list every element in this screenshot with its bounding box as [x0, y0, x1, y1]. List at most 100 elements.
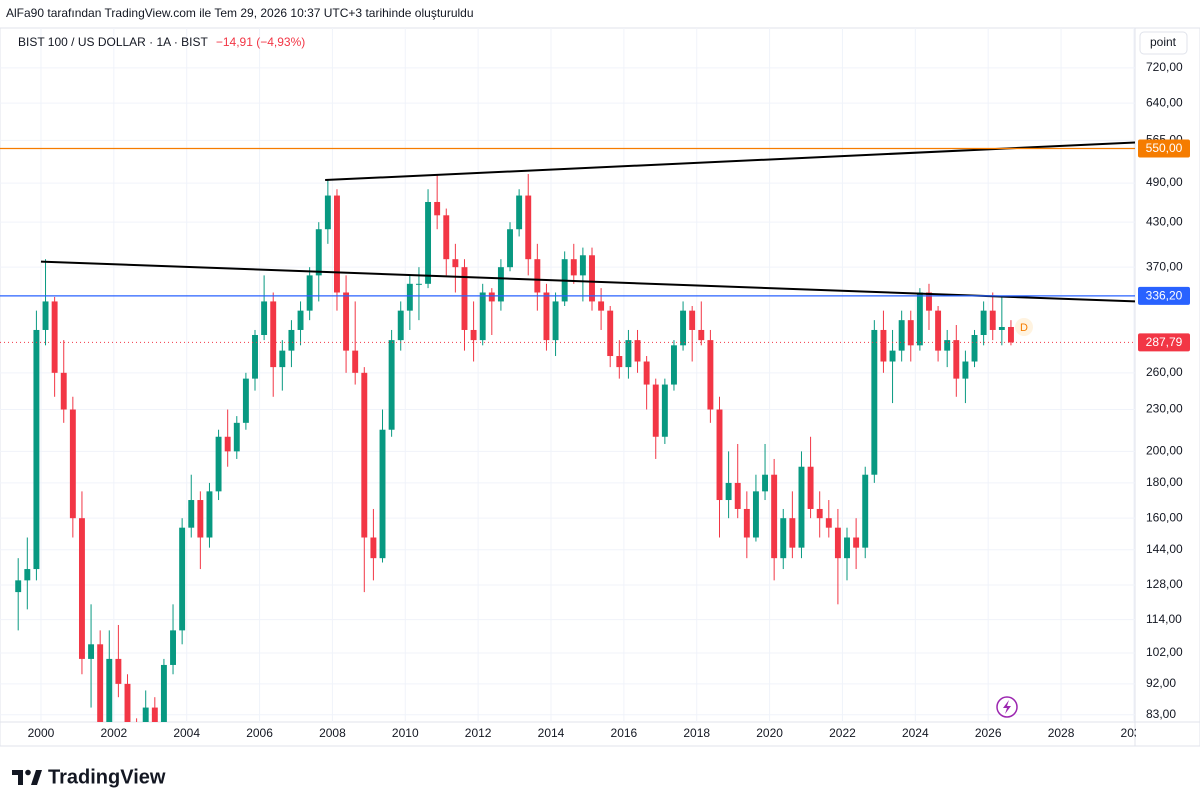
- candle-body: [998, 326, 1005, 330]
- candle-body: [170, 630, 176, 665]
- candle-body: [725, 482, 732, 501]
- price-change: −14,91 (−4,93%): [216, 35, 305, 49]
- candle-body: [415, 283, 422, 285]
- logo-mark: [31, 770, 42, 785]
- candle-body: [215, 436, 222, 492]
- candle-body: [197, 500, 204, 538]
- price-label: 550,00: [1146, 141, 1183, 155]
- y-tick-label: 180,00: [1146, 475, 1183, 489]
- candle-body: [306, 275, 313, 311]
- x-tick-label: 2002: [100, 726, 127, 740]
- x-tick-label: 2016: [611, 726, 638, 740]
- candle-body: [698, 329, 705, 341]
- candle-body: [807, 466, 814, 509]
- candle-body: [780, 518, 787, 559]
- x-tick-label: 2006: [246, 726, 273, 740]
- candle-body: [907, 320, 914, 346]
- candle-body: [743, 508, 750, 538]
- y-tick-label: 92,00: [1146, 676, 1176, 690]
- y-tick-label: 144,00: [1146, 542, 1183, 556]
- candle-body: [242, 378, 249, 423]
- candle-body: [434, 201, 441, 216]
- candle-body: [707, 340, 714, 410]
- candle-body: [762, 474, 768, 492]
- candle-body: [78, 518, 85, 659]
- x-tick-label: 2012: [465, 726, 492, 740]
- candle-body: [825, 518, 832, 528]
- candle-body: [479, 292, 486, 341]
- y-tick-label: 160,00: [1146, 510, 1183, 524]
- candle-body: [944, 340, 951, 351]
- event-marker-label[interactable]: D: [1020, 322, 1028, 334]
- candle-body: [270, 301, 277, 368]
- candle-body: [88, 644, 95, 659]
- x-axis: 2000 2002 2004 2006 2008 2010 2012 2014 2016 2018…: [28, 726, 1148, 740]
- price-label: 336,20: [1146, 289, 1183, 303]
- candle-body: [60, 372, 67, 410]
- candle-body: [689, 310, 696, 330]
- trend-line: [40, 260, 1135, 303]
- candle-body: [634, 340, 641, 362]
- candle-body: [124, 683, 131, 722]
- candle-body: [488, 292, 495, 302]
- y-tick-label: 83,00: [1146, 707, 1176, 721]
- y-tick-label: 430,00: [1146, 214, 1183, 228]
- y-tick-label: 102,00: [1146, 645, 1183, 659]
- candle-body: [361, 372, 368, 538]
- candle-body: [607, 310, 614, 357]
- candle-body: [652, 384, 659, 437]
- y-tick-label: 640,00: [1146, 95, 1183, 109]
- x-tick-label: 2010: [392, 726, 419, 740]
- y-tick-label: 260,00: [1146, 365, 1183, 379]
- candle-body: [452, 259, 459, 268]
- price-label-box: [1138, 286, 1190, 305]
- candle-body: [324, 195, 331, 230]
- candle-body: [106, 658, 113, 722]
- candle-body: [798, 466, 805, 548]
- brand-logo: TradingView: [12, 766, 166, 788]
- candle-body: [179, 527, 186, 631]
- candle-body: [142, 707, 149, 722]
- candle-body: [771, 474, 778, 559]
- candle-body: [716, 409, 723, 501]
- frame: [0, 27, 1200, 747]
- candle-body: [252, 335, 258, 379]
- candle-body: [589, 255, 595, 302]
- candle-body: [15, 580, 22, 593]
- plot-area: [15, 141, 1135, 766]
- x-tick-label: 2000: [28, 726, 55, 740]
- x-tick-label: 2008: [319, 726, 346, 740]
- candle-body: [989, 310, 996, 330]
- candle-body: [315, 229, 322, 276]
- scale-button[interactable]: [1139, 31, 1188, 55]
- candle-body: [525, 195, 532, 260]
- x-tick-label: 2026: [975, 726, 1002, 740]
- event-marker[interactable]: [1015, 318, 1033, 336]
- candle-body: [625, 340, 632, 368]
- candle-body: [397, 310, 404, 341]
- x-tick-label: 2024: [902, 726, 929, 740]
- candle-body: [233, 422, 240, 452]
- candle-body: [898, 320, 905, 351]
- price-label: 287,79: [1146, 335, 1183, 349]
- scale-button-label[interactable]: point: [1150, 35, 1177, 49]
- logo-mark: [25, 769, 31, 776]
- candle-body: [279, 350, 286, 368]
- candle-body: [406, 283, 413, 311]
- candle-body: [616, 356, 623, 368]
- candle-body: [24, 569, 31, 581]
- candle-body: [33, 329, 40, 570]
- candle-body: [661, 384, 668, 437]
- candle-body: [379, 429, 386, 559]
- candle-body: [134, 745, 140, 766]
- candle-body: [889, 350, 896, 362]
- candle-body: [552, 301, 559, 341]
- candle-body: [261, 301, 268, 336]
- x-tick-label: 2020: [756, 726, 783, 740]
- candle-body: [926, 292, 932, 311]
- candle-body: [470, 329, 477, 341]
- logo-mark: [12, 770, 23, 785]
- y-tick-label: 128,00: [1146, 577, 1183, 591]
- x-tick-label: 2030: [1121, 726, 1148, 740]
